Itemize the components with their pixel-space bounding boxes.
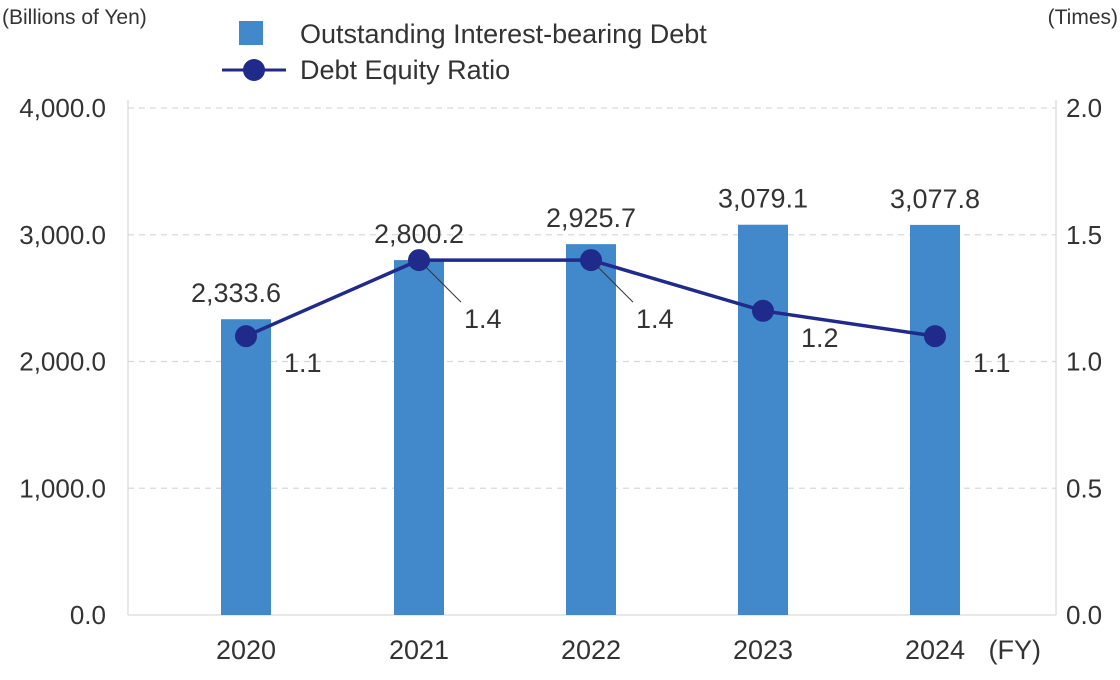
bar-value-label: 2,333.6 [191, 278, 281, 308]
x-axis-suffix: (FY) [989, 635, 1041, 665]
ratio-point [924, 325, 946, 348]
left-tick-label: 4,000.0 [19, 93, 106, 123]
left-axis-unit: (Billions of Yen) [2, 6, 147, 29]
axes: 0.0 1,000.0 2,000.0 3,000.0 4,000.0 0.0 0.5 1.0… [19, 93, 1102, 665]
right-tick-label: 1.0 [1066, 347, 1102, 377]
ratio-point [235, 325, 257, 348]
ratio-label-leader [596, 265, 634, 303]
ratio-value-label: 1.4 [636, 304, 674, 334]
left-tick-label: 0.0 [70, 600, 106, 630]
right-tick-label: 0.5 [1066, 473, 1102, 503]
x-tick-label: 2022 [561, 635, 621, 665]
x-tick-label: 2020 [216, 635, 276, 665]
bar [738, 224, 788, 616]
bar [910, 224, 960, 615]
legend: Outstanding Interest-bearing Debt Debt E… [222, 19, 707, 85]
legend-line-label: Debt Equity Ratio [300, 55, 510, 85]
x-tick-label: 2023 [733, 635, 793, 665]
ratio-value-label: 1.2 [801, 323, 839, 353]
bar-value-label: 2,925.7 [546, 203, 636, 233]
data-labels: 2,333.6 2,800.2 2,925.7 3,079.1 3,077.8 1.1 1.… [191, 184, 1011, 378]
left-tick-label: 2,000.0 [19, 347, 106, 377]
bar [394, 260, 444, 615]
bar [566, 244, 616, 615]
ratio-point [752, 299, 774, 322]
legend-bar-swatch [239, 21, 263, 45]
right-tick-label: 0.0 [1066, 600, 1102, 630]
ratio-value-label: 1.4 [464, 304, 502, 334]
ratio-value-label: 1.1 [284, 348, 322, 378]
bar-value-label: 3,079.1 [718, 184, 808, 214]
right-tick-label: 1.5 [1066, 220, 1102, 250]
ratio-point [408, 249, 430, 272]
x-tick-label: 2021 [389, 635, 449, 665]
left-tick-label: 1,000.0 [19, 473, 106, 503]
x-tick-label: 2024 [905, 635, 965, 665]
right-tick-label: 2.0 [1066, 93, 1102, 123]
right-axis-unit: (Times) [1048, 6, 1118, 29]
bar-value-label: 2,800.2 [374, 219, 464, 249]
bar-value-label: 3,077.8 [890, 184, 980, 214]
ratio-point [580, 249, 602, 272]
bar-series [221, 224, 960, 616]
legend-bar-label: Outstanding Interest-bearing Debt [300, 19, 707, 49]
line-series [235, 249, 946, 348]
legend-line-marker [243, 59, 265, 81]
bar [221, 319, 271, 615]
ratio-label-leader [424, 265, 462, 303]
ratio-value-label: 1.1 [973, 348, 1011, 378]
left-tick-label: 3,000.0 [19, 220, 106, 250]
